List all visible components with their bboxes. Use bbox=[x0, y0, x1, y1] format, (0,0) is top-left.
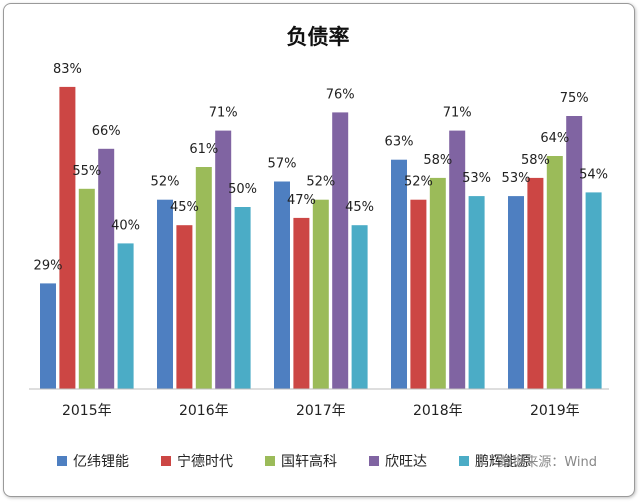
legend-swatch bbox=[459, 456, 469, 466]
bar bbox=[176, 225, 193, 389]
data-label: 54% bbox=[579, 167, 608, 182]
legend-label: 国轩高科 bbox=[281, 453, 337, 470]
legend-swatch bbox=[265, 456, 275, 466]
data-label: 71% bbox=[443, 106, 472, 121]
bar bbox=[546, 156, 563, 389]
legend: 亿纬锂能 宁德时代 国轩高科 欣旺达 鹏辉能源 bbox=[57, 453, 531, 470]
bar bbox=[527, 177, 544, 389]
legend-label: 亿纬锂能 bbox=[73, 454, 129, 470]
legend-label: 宁德时代 bbox=[177, 453, 233, 470]
legend-label: 鹏辉能源 bbox=[475, 454, 531, 470]
legend-swatch bbox=[369, 456, 379, 466]
category-labels-group: 2015年 2016年 2017年 2018年 2019年 bbox=[62, 403, 580, 419]
x-tick-label: 2016年 bbox=[179, 403, 229, 419]
x-tick-label: 2015年 bbox=[62, 403, 112, 419]
data-label: 52% bbox=[151, 175, 180, 190]
bar bbox=[449, 130, 466, 389]
data-label: 58% bbox=[521, 153, 550, 168]
bar bbox=[274, 181, 290, 389]
data-label: 55% bbox=[72, 164, 101, 179]
data-label: 66% bbox=[92, 124, 121, 139]
data-label: 29% bbox=[34, 258, 63, 273]
bar bbox=[585, 192, 602, 389]
value-labels-group: 29% 83% 55% 66% 40% 52% 45% 61% 71% 50% 57% 47% 52% 7… bbox=[34, 62, 609, 273]
data-label: 71% bbox=[209, 106, 238, 121]
data-label: 61% bbox=[189, 142, 218, 157]
bar bbox=[410, 199, 427, 389]
bar bbox=[293, 217, 310, 389]
data-label: 53% bbox=[502, 171, 531, 186]
bar bbox=[78, 188, 95, 389]
bar bbox=[508, 196, 524, 389]
data-label: 63% bbox=[385, 135, 414, 150]
bar bbox=[195, 167, 212, 389]
data-label: 57% bbox=[268, 157, 297, 172]
data-label: 45% bbox=[345, 200, 374, 215]
data-label: 40% bbox=[111, 218, 140, 233]
source-note: 数据来源：Wind bbox=[499, 455, 597, 470]
x-tick-label: 2018年 bbox=[413, 403, 463, 419]
chart-title: 负债率 bbox=[287, 25, 350, 49]
bar bbox=[332, 112, 349, 390]
bar bbox=[351, 225, 368, 389]
data-label: 50% bbox=[228, 182, 257, 197]
bar bbox=[117, 243, 134, 389]
data-label: 45% bbox=[170, 200, 199, 215]
bar bbox=[59, 86, 76, 390]
legend-label: 欣旺达 bbox=[385, 454, 427, 470]
bar bbox=[215, 130, 232, 389]
bar bbox=[468, 196, 485, 389]
bar bbox=[566, 116, 583, 389]
x-tick-label: 2019年 bbox=[530, 403, 580, 419]
bar bbox=[391, 159, 407, 389]
bar bbox=[312, 199, 329, 389]
data-label: 58% bbox=[423, 153, 452, 168]
legend-swatch bbox=[161, 456, 171, 466]
data-label: 83% bbox=[53, 62, 82, 77]
bar bbox=[157, 199, 173, 389]
data-label: 47% bbox=[287, 193, 316, 208]
data-label: 76% bbox=[326, 87, 355, 102]
data-label: 52% bbox=[404, 175, 433, 190]
bar bbox=[98, 148, 115, 389]
bars-group bbox=[40, 86, 602, 390]
legend-swatch bbox=[57, 456, 67, 466]
data-label: 53% bbox=[462, 171, 491, 186]
data-label: 52% bbox=[306, 175, 335, 190]
bar bbox=[234, 207, 251, 389]
data-label: 75% bbox=[560, 91, 589, 106]
bar bbox=[40, 283, 56, 389]
x-tick-label: 2017年 bbox=[296, 403, 346, 419]
bar bbox=[429, 177, 446, 389]
data-label: 64% bbox=[540, 131, 569, 146]
